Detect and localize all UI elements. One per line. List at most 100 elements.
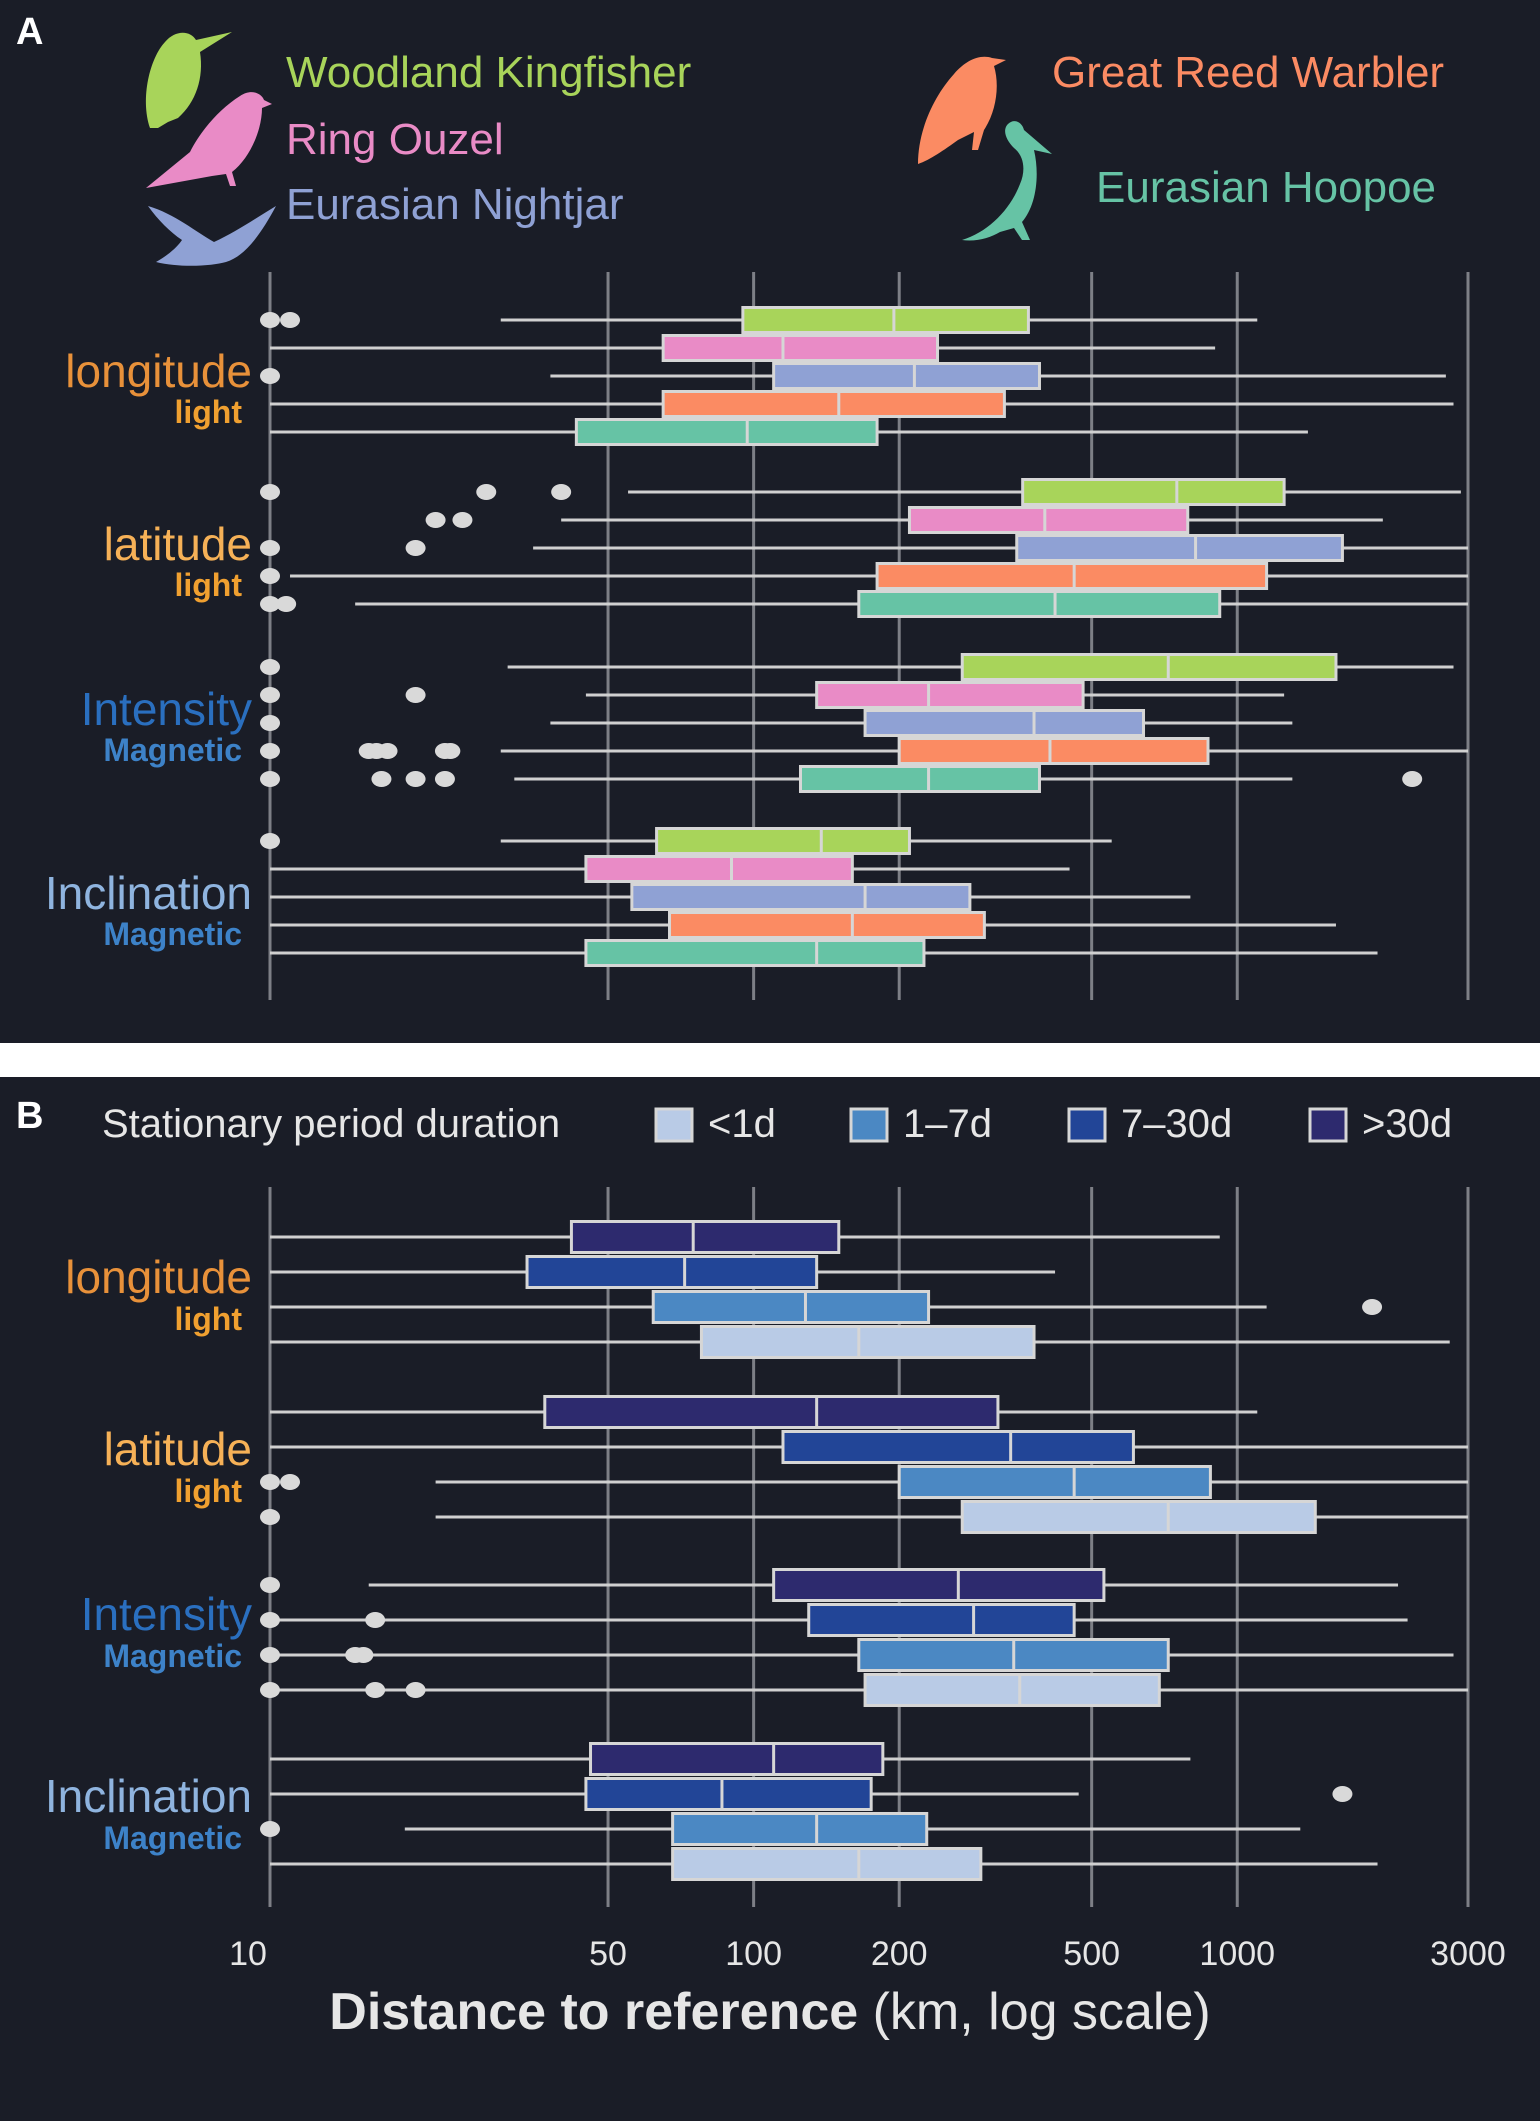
box-iqr xyxy=(807,1603,1076,1637)
box-iqr xyxy=(569,1220,841,1254)
box-iqr xyxy=(661,334,940,362)
outlier-point xyxy=(260,1509,280,1525)
ring-ouzel-icon xyxy=(146,92,272,188)
box-2-2 xyxy=(260,1638,1454,1672)
box-iqr xyxy=(584,1777,873,1811)
box-iqr xyxy=(897,737,1210,765)
group-label-2: Intensity xyxy=(81,683,252,735)
group-label-3: Inclination xyxy=(45,867,252,919)
group-label-1: latitude xyxy=(104,518,252,570)
group-label-2: Intensity xyxy=(81,1588,252,1640)
legend-swatch xyxy=(849,1107,889,1143)
outlier-point xyxy=(280,1474,301,1490)
box-0-2 xyxy=(270,1290,1383,1324)
x-tick-label-50: 50 xyxy=(589,1935,627,1973)
outlier-point xyxy=(260,1647,280,1663)
legend-label: >30d xyxy=(1362,1102,1452,1146)
outlier-point xyxy=(260,540,280,556)
group-sublabel-3: Magnetic xyxy=(103,916,242,952)
outlier-point xyxy=(551,484,572,500)
x-tick-label-200: 200 xyxy=(871,1935,928,1973)
legend-species: Woodland Kingfisher Ring Ouzel Eurasian Ni… xyxy=(286,48,1444,229)
box-iqr xyxy=(772,1568,1106,1602)
x-axis-title-bold: Distance to reference xyxy=(329,1983,858,2041)
panel-a-chart: A Woodland Kingfisher Ring Ouzel Eurasian … xyxy=(16,11,1470,1000)
legend-title: Stationary period duration xyxy=(102,1102,560,1146)
x-tick-label-100: 100 xyxy=(725,1935,782,1973)
legend-item-1: 1–7d xyxy=(849,1102,992,1146)
box-1-2 xyxy=(260,534,1468,562)
box-1-2 xyxy=(260,1465,1468,1499)
outlier-point xyxy=(1362,1299,1383,1315)
box-iqr xyxy=(897,1465,1212,1499)
legend-item-2: 7–30d xyxy=(1067,1102,1232,1146)
box-0-1 xyxy=(270,334,1216,362)
x-tick-label-3000: 3000 xyxy=(1430,1935,1506,1973)
box-3-3 xyxy=(270,911,1336,939)
box-iqr xyxy=(671,1847,983,1881)
box-iqr xyxy=(781,1430,1135,1464)
outlier-point xyxy=(260,1577,280,1593)
outlier-point xyxy=(260,743,280,759)
panel-letter-b: B xyxy=(16,1095,43,1137)
outlier-point xyxy=(260,484,280,500)
group-labels: longitudelightlatitudelightIntensityMagn… xyxy=(45,1251,252,1856)
box-3-3 xyxy=(270,1847,1378,1881)
outlier-point xyxy=(476,484,497,500)
box-iqr xyxy=(668,911,986,939)
group-sublabel-1: light xyxy=(174,1473,242,1509)
outlier-point xyxy=(365,1682,386,1698)
group-sublabel-3: Magnetic xyxy=(103,1820,242,1856)
woodland-kingfisher-icon xyxy=(145,32,232,128)
great-reed-warbler-icon xyxy=(918,56,1006,164)
legend-swatch xyxy=(1308,1107,1348,1143)
box-iqr xyxy=(630,883,972,911)
box-3-1 xyxy=(270,855,1070,883)
outlier-point xyxy=(260,1821,280,1837)
legend-item-3: >30d xyxy=(1308,1102,1452,1146)
box-2-3 xyxy=(260,1673,1468,1707)
group-labels: longitudelightlatitudelightIntensityMagn… xyxy=(45,345,252,952)
outlier-point xyxy=(405,687,426,703)
x-axis: 10 50 100 200 500 1000 3000 xyxy=(229,1935,1506,1973)
box-2-4 xyxy=(260,765,1423,793)
box-iqr xyxy=(857,590,1222,618)
outlier-point xyxy=(405,1682,426,1698)
box-iqr xyxy=(574,418,879,446)
group-sublabel-0: light xyxy=(174,1301,242,1337)
svg-text:Distance to reference (km, log: Distance to reference (km, log scale) xyxy=(329,1983,1210,2041)
box-iqr xyxy=(589,1742,885,1776)
box-iqr xyxy=(1021,478,1286,506)
legend-swatch xyxy=(654,1107,694,1143)
box-iqr xyxy=(584,939,926,967)
outlier-point xyxy=(260,715,280,731)
box-3-4 xyxy=(270,939,1378,967)
box-iqr xyxy=(815,681,1085,709)
panel-b: B Stationary period duration <1d 1–7d 7–30… xyxy=(0,1077,1540,2121)
outlier-point xyxy=(353,1647,374,1663)
outlier-point xyxy=(260,1612,280,1628)
group-sublabel-1: light xyxy=(174,567,242,603)
outlier-point xyxy=(260,312,280,328)
box-iqr xyxy=(960,1500,1317,1534)
outlier-point xyxy=(260,833,280,849)
box-iqr xyxy=(772,362,1041,390)
box-0-3 xyxy=(270,390,1454,418)
x-axis-title: Distance to reference (km, log scale) xyxy=(329,1983,1210,2041)
outlier-point xyxy=(405,771,426,787)
box-2-1 xyxy=(260,681,1285,709)
outlier-point xyxy=(425,512,446,528)
box-iqr xyxy=(960,653,1338,681)
eurasian-hoopoe-icon xyxy=(962,121,1052,241)
box-0-0 xyxy=(260,306,1258,334)
box-2-0 xyxy=(260,653,1454,681)
legend-label: 1–7d xyxy=(903,1102,992,1146)
box-iqr xyxy=(875,562,1269,590)
group-sublabel-0: light xyxy=(174,394,242,430)
outlier-point xyxy=(1332,1786,1353,1802)
legend-item-0: <1d xyxy=(654,1102,776,1146)
box-1-0 xyxy=(270,1395,1258,1429)
boxplot-marks xyxy=(260,1220,1468,1881)
panel-a: A Woodland Kingfisher Ring Ouzel Eurasian … xyxy=(0,0,1540,1043)
box-iqr xyxy=(525,1255,819,1289)
